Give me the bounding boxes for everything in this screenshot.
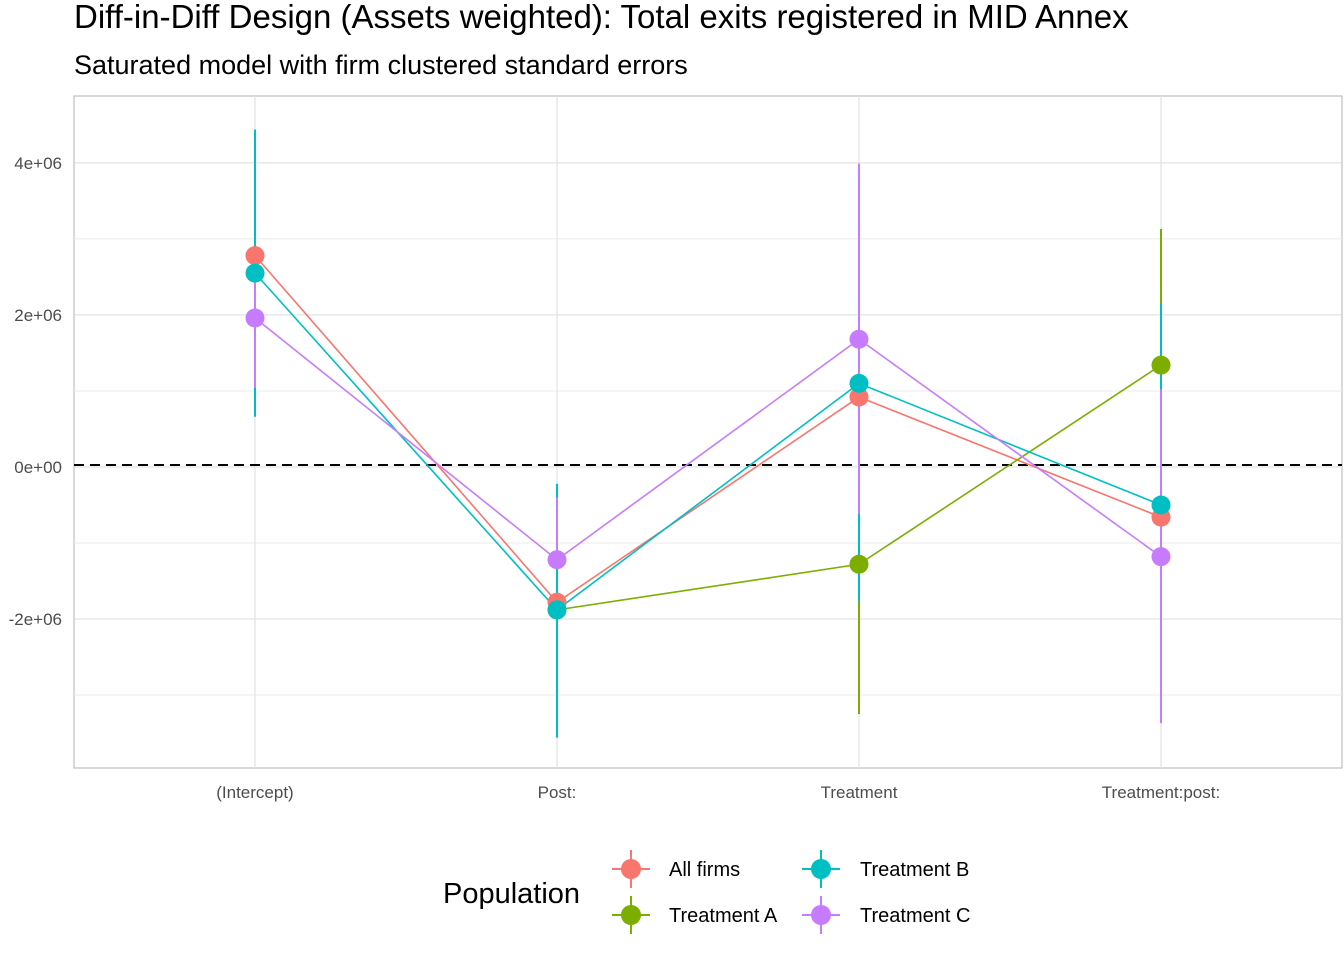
data-point-treatment-b xyxy=(245,263,265,283)
legend-label-all-firms: All firms xyxy=(669,859,740,881)
chart-title: Diff-in-Diff Design (Assets weighted): T… xyxy=(74,0,1129,35)
data-point-treatment-b xyxy=(1151,495,1171,515)
data-point-all-firms xyxy=(849,387,869,407)
data-point-all-firms xyxy=(245,246,265,266)
data-point-treatment-a xyxy=(1151,355,1171,375)
data-point-treatment-b xyxy=(849,373,869,393)
plot-panel-border xyxy=(73,95,1343,769)
legend-key-all-firms-point xyxy=(621,859,641,879)
y-tick-label: 0e+00 xyxy=(14,458,62,477)
y-axis: 4e+06 2e+06 0e+00 -2e+06 xyxy=(9,154,62,629)
chart-subtitle: Saturated model with firm clustered stan… xyxy=(74,50,688,80)
series-line-treatment-c xyxy=(254,317,1162,561)
data-point-treatment-b xyxy=(547,600,567,620)
x-tick-label: Treatment:post: xyxy=(1102,783,1220,802)
legend-item-treatment-a: Treatment A xyxy=(612,896,778,934)
data-point-treatment-c xyxy=(245,308,265,328)
series-marks xyxy=(245,129,1171,738)
x-tick-label: Treatment xyxy=(821,783,898,802)
y-tick-label: 4e+06 xyxy=(14,154,62,173)
legend-key-treatment-a-point xyxy=(621,905,641,925)
legend-item-treatment-b: Treatment B xyxy=(802,850,969,888)
legend-key-treatment-c-point xyxy=(811,905,831,925)
x-axis: (Intercept) Post: Treatment Treatment:post: xyxy=(216,783,1220,802)
legend: Population All firms Treatment A Treatme… xyxy=(443,850,970,934)
legend-label-treatment-a: Treatment A xyxy=(669,905,778,927)
legend-label-treatment-b: Treatment B xyxy=(860,859,969,881)
y-tick-label: 2e+06 xyxy=(14,306,62,325)
legend-label-treatment-c: Treatment C xyxy=(860,905,970,927)
data-point-treatment-c xyxy=(1151,547,1171,567)
x-tick-label: (Intercept) xyxy=(216,783,293,802)
data-point-treatment-a xyxy=(849,554,869,574)
series-line-all-firms xyxy=(254,255,1162,604)
legend-item-treatment-c: Treatment C xyxy=(802,896,970,934)
series-line-treatment-b xyxy=(254,272,1162,611)
data-point-treatment-c xyxy=(547,550,567,570)
data-point-treatment-c xyxy=(849,329,869,349)
legend-title: Population xyxy=(443,878,580,910)
legend-item-all-firms: All firms xyxy=(612,850,740,888)
legend-key-treatment-b-point xyxy=(811,859,831,879)
x-tick-label: Post: xyxy=(538,783,577,802)
y-tick-label: -2e+06 xyxy=(9,610,62,629)
